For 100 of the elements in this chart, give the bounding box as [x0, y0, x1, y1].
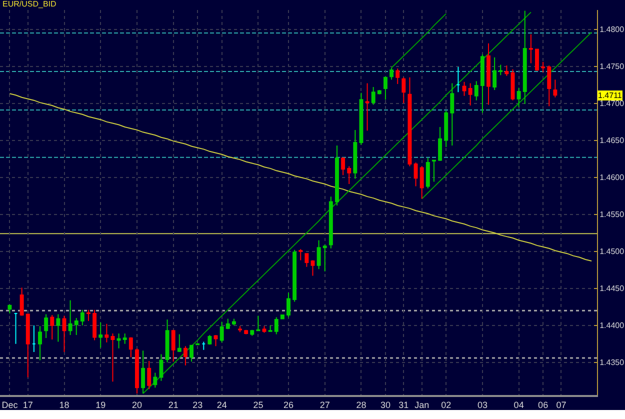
- candlestick: [450, 82, 454, 146]
- x-tick-label: 28: [356, 400, 366, 410]
- x-tick-label: 02: [441, 400, 452, 410]
- candlestick: [134, 348, 139, 394]
- chart-title: EUR/USD_BID: [2, 0, 57, 8]
- candlestick: [474, 80, 478, 101]
- x-tick-label: Dec: [2, 400, 18, 410]
- candlestick: [26, 313, 30, 378]
- y-tick-label: 1.4650: [600, 136, 625, 146]
- candlestick: [408, 76, 412, 167]
- candlestick: [147, 360, 152, 390]
- x-tick-label: 04: [514, 400, 524, 410]
- candlestick: [547, 65, 552, 107]
- candlestick: [122, 333, 127, 344]
- candlestick: [328, 196, 333, 249]
- candlestick: [383, 76, 388, 100]
- candlestick: [371, 86, 376, 106]
- candlestick: [292, 249, 297, 302]
- candlestick: [50, 314, 54, 340]
- candlestick: [74, 318, 78, 336]
- candlestick: [438, 126, 442, 162]
- candlestick: [402, 76, 406, 104]
- candlestick: [86, 309, 90, 322]
- candlestick: [159, 354, 164, 382]
- candlestick: [335, 144, 339, 206]
- x-tick-label: 24: [216, 400, 227, 410]
- candlestick: [238, 326, 242, 333]
- candlestick: [128, 336, 133, 358]
- candlestick: [56, 314, 60, 342]
- candlestick: [20, 287, 24, 316]
- x-tick-label: 31: [398, 400, 409, 410]
- y-tick-label: 1.4350: [600, 358, 625, 368]
- x-tick-label: 06: [538, 400, 548, 410]
- line-series: [142, 12, 532, 394]
- x-tick-label: 07: [556, 400, 566, 410]
- line-series: [421, 32, 592, 200]
- candlestick: [190, 344, 194, 362]
- candlestick: [268, 324, 272, 332]
- line-series: [9, 93, 592, 262]
- candlestick: [359, 92, 364, 146]
- candlestick: [32, 324, 36, 353]
- candlestick: [141, 350, 146, 394]
- y-tick-label: 1.4400: [600, 321, 625, 330]
- x-tick-label: 30: [380, 400, 390, 410]
- x-tick-label: 23: [192, 400, 203, 410]
- candlestick: [420, 166, 424, 200]
- line-series: [391, 13, 447, 68]
- candlestick: [377, 89, 382, 95]
- x-tick-label: 26: [283, 400, 294, 410]
- candlestick: [456, 66, 460, 93]
- candlestick: [444, 110, 448, 148]
- candlestick: [480, 54, 484, 114]
- candlestick: [522, 10, 527, 105]
- candlestick: [541, 61, 546, 73]
- candlestick: [220, 321, 224, 343]
- candlestick: [316, 240, 321, 270]
- candlestick: [244, 329, 248, 335]
- candlestick: [183, 346, 188, 366]
- candlestick: [262, 326, 266, 334]
- candlestick: [498, 64, 503, 76]
- y-tick-label: 1.4500: [600, 247, 625, 256]
- candlestick: [468, 82, 472, 106]
- candlestick: [298, 248, 303, 261]
- x-tick-label: 27: [320, 400, 330, 410]
- candlestick: [44, 314, 48, 338]
- y-tick-label: 1.4550: [600, 210, 625, 220]
- candlestick: [8, 304, 12, 314]
- candlestick: [304, 253, 309, 268]
- candlestick: [462, 81, 466, 96]
- candlestick: [116, 333, 121, 349]
- candlestick: [510, 68, 515, 101]
- x-tick-label: 19: [96, 400, 106, 410]
- candlestick: [104, 323, 109, 343]
- candlestick: [322, 244, 327, 272]
- y-tick-label: 1.4450: [600, 284, 625, 294]
- candlestick: [396, 68, 400, 85]
- candlestick: [38, 326, 42, 361]
- candlestick: [353, 129, 358, 180]
- candlestick: [341, 156, 346, 176]
- candlestick: [553, 79, 558, 98]
- candlestick: [486, 42, 490, 106]
- candlestick: [286, 292, 290, 318]
- x-tick-label: 17: [22, 400, 33, 410]
- candlestick: [177, 334, 182, 353]
- candlestick: [208, 334, 212, 346]
- candlestick: [256, 315, 260, 332]
- x-tick-label: 25: [253, 400, 264, 410]
- candlestick: [92, 309, 97, 341]
- candlestick: [68, 300, 72, 336]
- candlestick: [202, 341, 206, 350]
- candlestick: [347, 166, 352, 184]
- candlestick: [390, 67, 394, 80]
- candlestick: [165, 318, 170, 363]
- candlestick: [153, 372, 158, 388]
- y-tick-label: 1.4700: [600, 99, 625, 108]
- candlestick: [110, 333, 115, 382]
- candlestick: [504, 65, 509, 76]
- y-tick-label: 1.4750: [600, 62, 625, 72]
- candlestick: [365, 82, 370, 132]
- candlestick: [250, 329, 254, 336]
